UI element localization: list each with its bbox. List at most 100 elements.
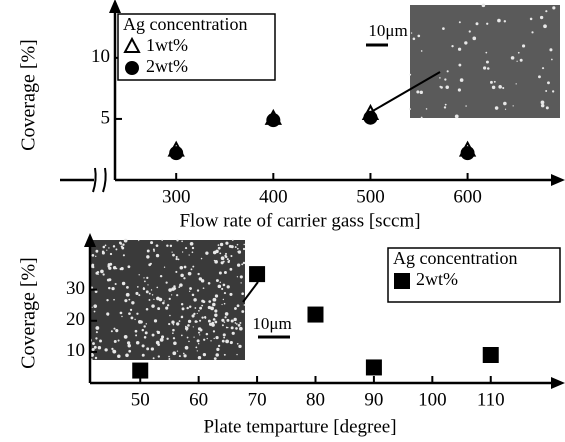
inset-speck (472, 37, 476, 41)
inset-speck (230, 268, 233, 271)
inset-speck (93, 304, 97, 308)
inset-speck (218, 247, 221, 250)
inset-speck (216, 279, 219, 282)
inset-speck (168, 356, 170, 358)
inset-speck (177, 351, 178, 352)
inset-speck (91, 264, 94, 267)
inset-speck (171, 294, 172, 295)
inset-speck (203, 353, 206, 356)
inset-speck (458, 64, 461, 67)
inset-speck (182, 316, 183, 317)
inset-speck (417, 35, 420, 38)
inset-speck (160, 338, 164, 342)
inset-speck (178, 259, 180, 261)
inset-speck (176, 322, 179, 325)
inset-speck (125, 353, 129, 357)
inset-speck (185, 247, 187, 249)
inset-speck (144, 336, 147, 339)
inset-speck (151, 304, 154, 307)
inset-speck (103, 246, 106, 249)
y-tick-label: 30 (66, 278, 85, 299)
inset-speck (138, 240, 139, 241)
inset-speck (530, 18, 533, 21)
inset-speck (138, 320, 142, 324)
inset-speck (106, 312, 109, 315)
inset-speck (102, 273, 104, 275)
inset-speck (138, 294, 140, 296)
inset-speck (189, 291, 190, 292)
inset-speck (121, 316, 122, 317)
inset-speck (95, 326, 99, 330)
inset-speck (218, 244, 220, 246)
inset-speck (214, 309, 217, 312)
inset-speck (214, 357, 217, 360)
inset-speck (221, 261, 224, 264)
inset-speck (156, 331, 158, 333)
inset-speck (166, 245, 168, 247)
inset-speck (220, 243, 223, 246)
inset-speck (492, 86, 495, 89)
marker-circle (125, 61, 139, 75)
x-tick-label: 110 (477, 389, 505, 410)
x-tick-label: 80 (306, 389, 325, 410)
inset-speck (110, 253, 112, 255)
inset-speck (243, 244, 244, 245)
inset-speck (229, 293, 232, 296)
inset-speck (173, 324, 174, 325)
scale-label: 10μm (368, 21, 407, 40)
inset-speck (179, 320, 181, 322)
inset-speck (221, 288, 223, 290)
inset-speck (135, 292, 138, 295)
inset-speck (173, 337, 175, 339)
inset-speck (503, 102, 507, 106)
inset-speck (168, 323, 170, 325)
inset-speck (224, 292, 226, 294)
inset-speck (199, 307, 202, 310)
inset-speck (215, 250, 219, 254)
inset-speck (161, 239, 163, 241)
inset-speck (231, 326, 234, 329)
inset-speck (156, 254, 159, 257)
inset-speck (522, 44, 525, 47)
inset-speck (545, 90, 547, 92)
inset-speck (420, 91, 423, 94)
inset-speck (540, 16, 543, 19)
inset-speck (136, 313, 138, 315)
x-tick-label: 400 (259, 186, 288, 207)
inset-speck (92, 254, 95, 257)
inset-speck (226, 319, 229, 322)
inset-speck (191, 268, 193, 270)
inset-speck (460, 78, 464, 82)
inset-speck (106, 250, 107, 251)
inset-speck (167, 304, 169, 306)
inset-speck (225, 253, 227, 255)
inset-speck (225, 312, 229, 316)
inset-speck (483, 66, 486, 69)
inset-speck (180, 274, 184, 278)
inset-speck (147, 250, 150, 253)
inset-speck (143, 287, 145, 289)
inset-speck (439, 86, 441, 88)
inset-speck (237, 263, 240, 266)
inset-speck (171, 287, 175, 291)
legend-title: Ag concentration (393, 248, 517, 268)
inset-speck (465, 105, 467, 107)
inset-speck (142, 344, 145, 347)
inset-speck (238, 324, 241, 327)
inset-speck (213, 298, 217, 302)
x-tick-label: 60 (189, 389, 208, 410)
inset-speck (102, 250, 104, 252)
inset-speck (201, 258, 203, 260)
inset-speck (108, 267, 111, 270)
inset-speck (185, 346, 189, 350)
inset-speck (95, 337, 97, 339)
inset-speck (193, 326, 194, 327)
inset-speck (445, 104, 447, 106)
inset-speck (239, 322, 241, 324)
inset-speck (411, 32, 412, 33)
marker-square (366, 359, 382, 375)
inset-speck (175, 271, 177, 273)
inset-speck (172, 332, 174, 334)
inset-speck (190, 242, 194, 246)
inset-speck (549, 48, 552, 51)
